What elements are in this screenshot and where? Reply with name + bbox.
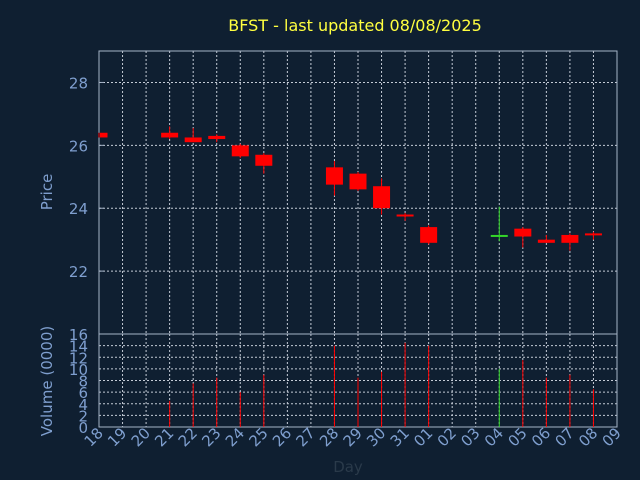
price-tick-label: 24: [69, 200, 88, 218]
x-tick-label: 06: [528, 424, 554, 450]
x-tick-label: 29: [340, 424, 366, 450]
volume-tick-label: 14: [69, 338, 88, 356]
candle-body: [396, 214, 414, 217]
candle-body: [584, 233, 602, 236]
candle-body: [349, 173, 367, 190]
x-tick-label: 28: [316, 424, 342, 450]
volume-tick-label: 6: [78, 384, 88, 402]
candle-body: [420, 227, 438, 243]
volume-tick-label: 2: [78, 407, 88, 425]
x-tick-label: 09: [599, 424, 625, 450]
x-tick-label: 01: [410, 424, 436, 450]
candle-body: [537, 239, 555, 243]
x-axis-label: Day: [333, 458, 363, 476]
x-tick-label: 08: [575, 424, 601, 450]
x-tick-label: 26: [269, 424, 295, 450]
candle-body: [231, 145, 249, 157]
price-tick-label: 26: [69, 137, 88, 155]
volume-tick-label: 4: [78, 396, 88, 414]
candle-body: [514, 228, 532, 237]
x-tick-label: 31: [387, 424, 413, 450]
x-tick-label: 23: [198, 424, 224, 450]
x-tick-label: 07: [552, 424, 578, 450]
x-tick-label: 20: [128, 424, 154, 450]
volume-tick-label: 10: [69, 361, 88, 379]
x-tick-label: 22: [175, 424, 201, 450]
x-tick-label: 04: [481, 424, 507, 450]
price-tick-label: 22: [69, 263, 88, 281]
candle-body: [161, 132, 179, 138]
x-tick-label: 03: [457, 424, 483, 450]
price-tick-label: 28: [69, 74, 88, 92]
volume-tick-label: 8: [78, 373, 88, 391]
volume-axis-label: Volume (0000): [38, 326, 56, 436]
candle-body: [373, 186, 391, 209]
candle-body: [100, 132, 108, 138]
x-axis: 1819202122232425262728293031010203040506…: [81, 424, 625, 450]
x-tick-label: 27: [293, 424, 319, 450]
volume-tick-label: 0: [78, 419, 88, 437]
candle-body: [208, 135, 226, 140]
candle-body: [561, 234, 579, 243]
candle-body: [255, 154, 273, 166]
x-tick-label: 21: [151, 424, 177, 450]
chart-title: BFST - last updated 08/08/2025: [228, 16, 482, 35]
candle-body: [490, 234, 508, 237]
x-tick-label: 30: [363, 424, 389, 450]
candle-body: [325, 167, 343, 185]
price-panel: 22 24 26 28: [69, 50, 618, 335]
candle-body: [184, 137, 202, 143]
x-tick-label: 25: [245, 424, 271, 450]
x-tick-label: 19: [104, 424, 130, 450]
price-axis-label: Price: [38, 174, 56, 211]
x-tick-label: 05: [504, 424, 530, 450]
volume-tick-label: 16: [69, 326, 88, 344]
x-tick-label: 02: [434, 424, 460, 450]
volume-tick-label: 12: [69, 349, 88, 367]
x-tick-label: 24: [222, 424, 248, 450]
